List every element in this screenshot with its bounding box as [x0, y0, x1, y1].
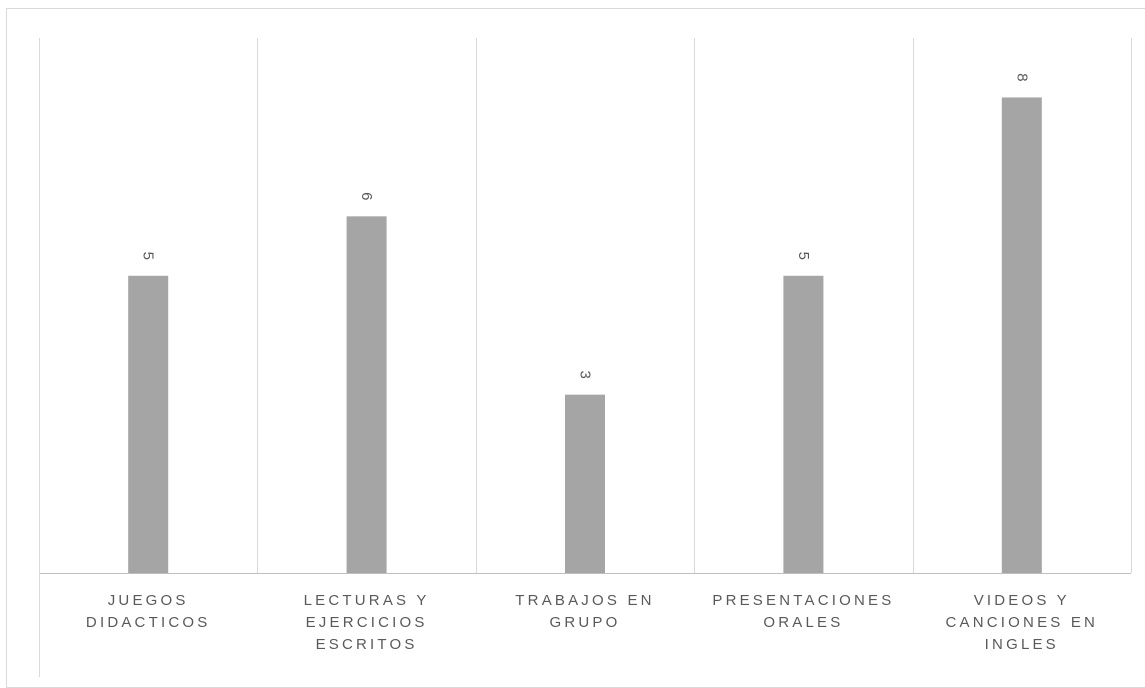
- bar-3: [565, 394, 605, 573]
- category-label-line: EJERCICIOS: [305, 614, 428, 631]
- category-label: PRESENTACIONES ORALES: [703, 590, 903, 634]
- data-label: 3: [577, 370, 594, 378]
- data-label: 8: [1013, 73, 1030, 81]
- category-label-line: ESCRITOS: [315, 636, 418, 653]
- data-label: 6: [358, 192, 375, 200]
- category-label-line: PRESENTACIONES: [712, 592, 895, 609]
- category-label: VIDEOS Y CANCIONES EN INGLES: [922, 590, 1122, 656]
- category-label-line: ORALES: [763, 614, 844, 631]
- category-label: TRABAJOS EN GRUPO: [485, 590, 685, 634]
- data-label: 5: [140, 252, 157, 260]
- category-label-line: JUEGOS: [107, 592, 189, 609]
- bar-4: [783, 275, 824, 573]
- bar-1: [128, 275, 169, 573]
- category-label-line: CANCIONES EN: [945, 614, 1099, 631]
- data-label: 5: [795, 252, 812, 260]
- bar-5: [1001, 97, 1042, 573]
- category-label-line: VIDEOS Y: [973, 592, 1070, 609]
- category-label: JUEGOS DIDACTICOS: [48, 590, 248, 634]
- category-label-line: DIDACTICOS: [85, 614, 211, 631]
- bar-2: [346, 216, 387, 574]
- category-label-line: GRUPO: [549, 614, 621, 631]
- category-label-line: LECTURAS Y: [303, 592, 430, 609]
- category-label: LECTURAS Y EJERCICIOS ESCRITOS: [267, 590, 467, 656]
- category-label-line: TRABAJOS EN: [515, 592, 655, 609]
- category-label-line: INGLES: [984, 636, 1059, 653]
